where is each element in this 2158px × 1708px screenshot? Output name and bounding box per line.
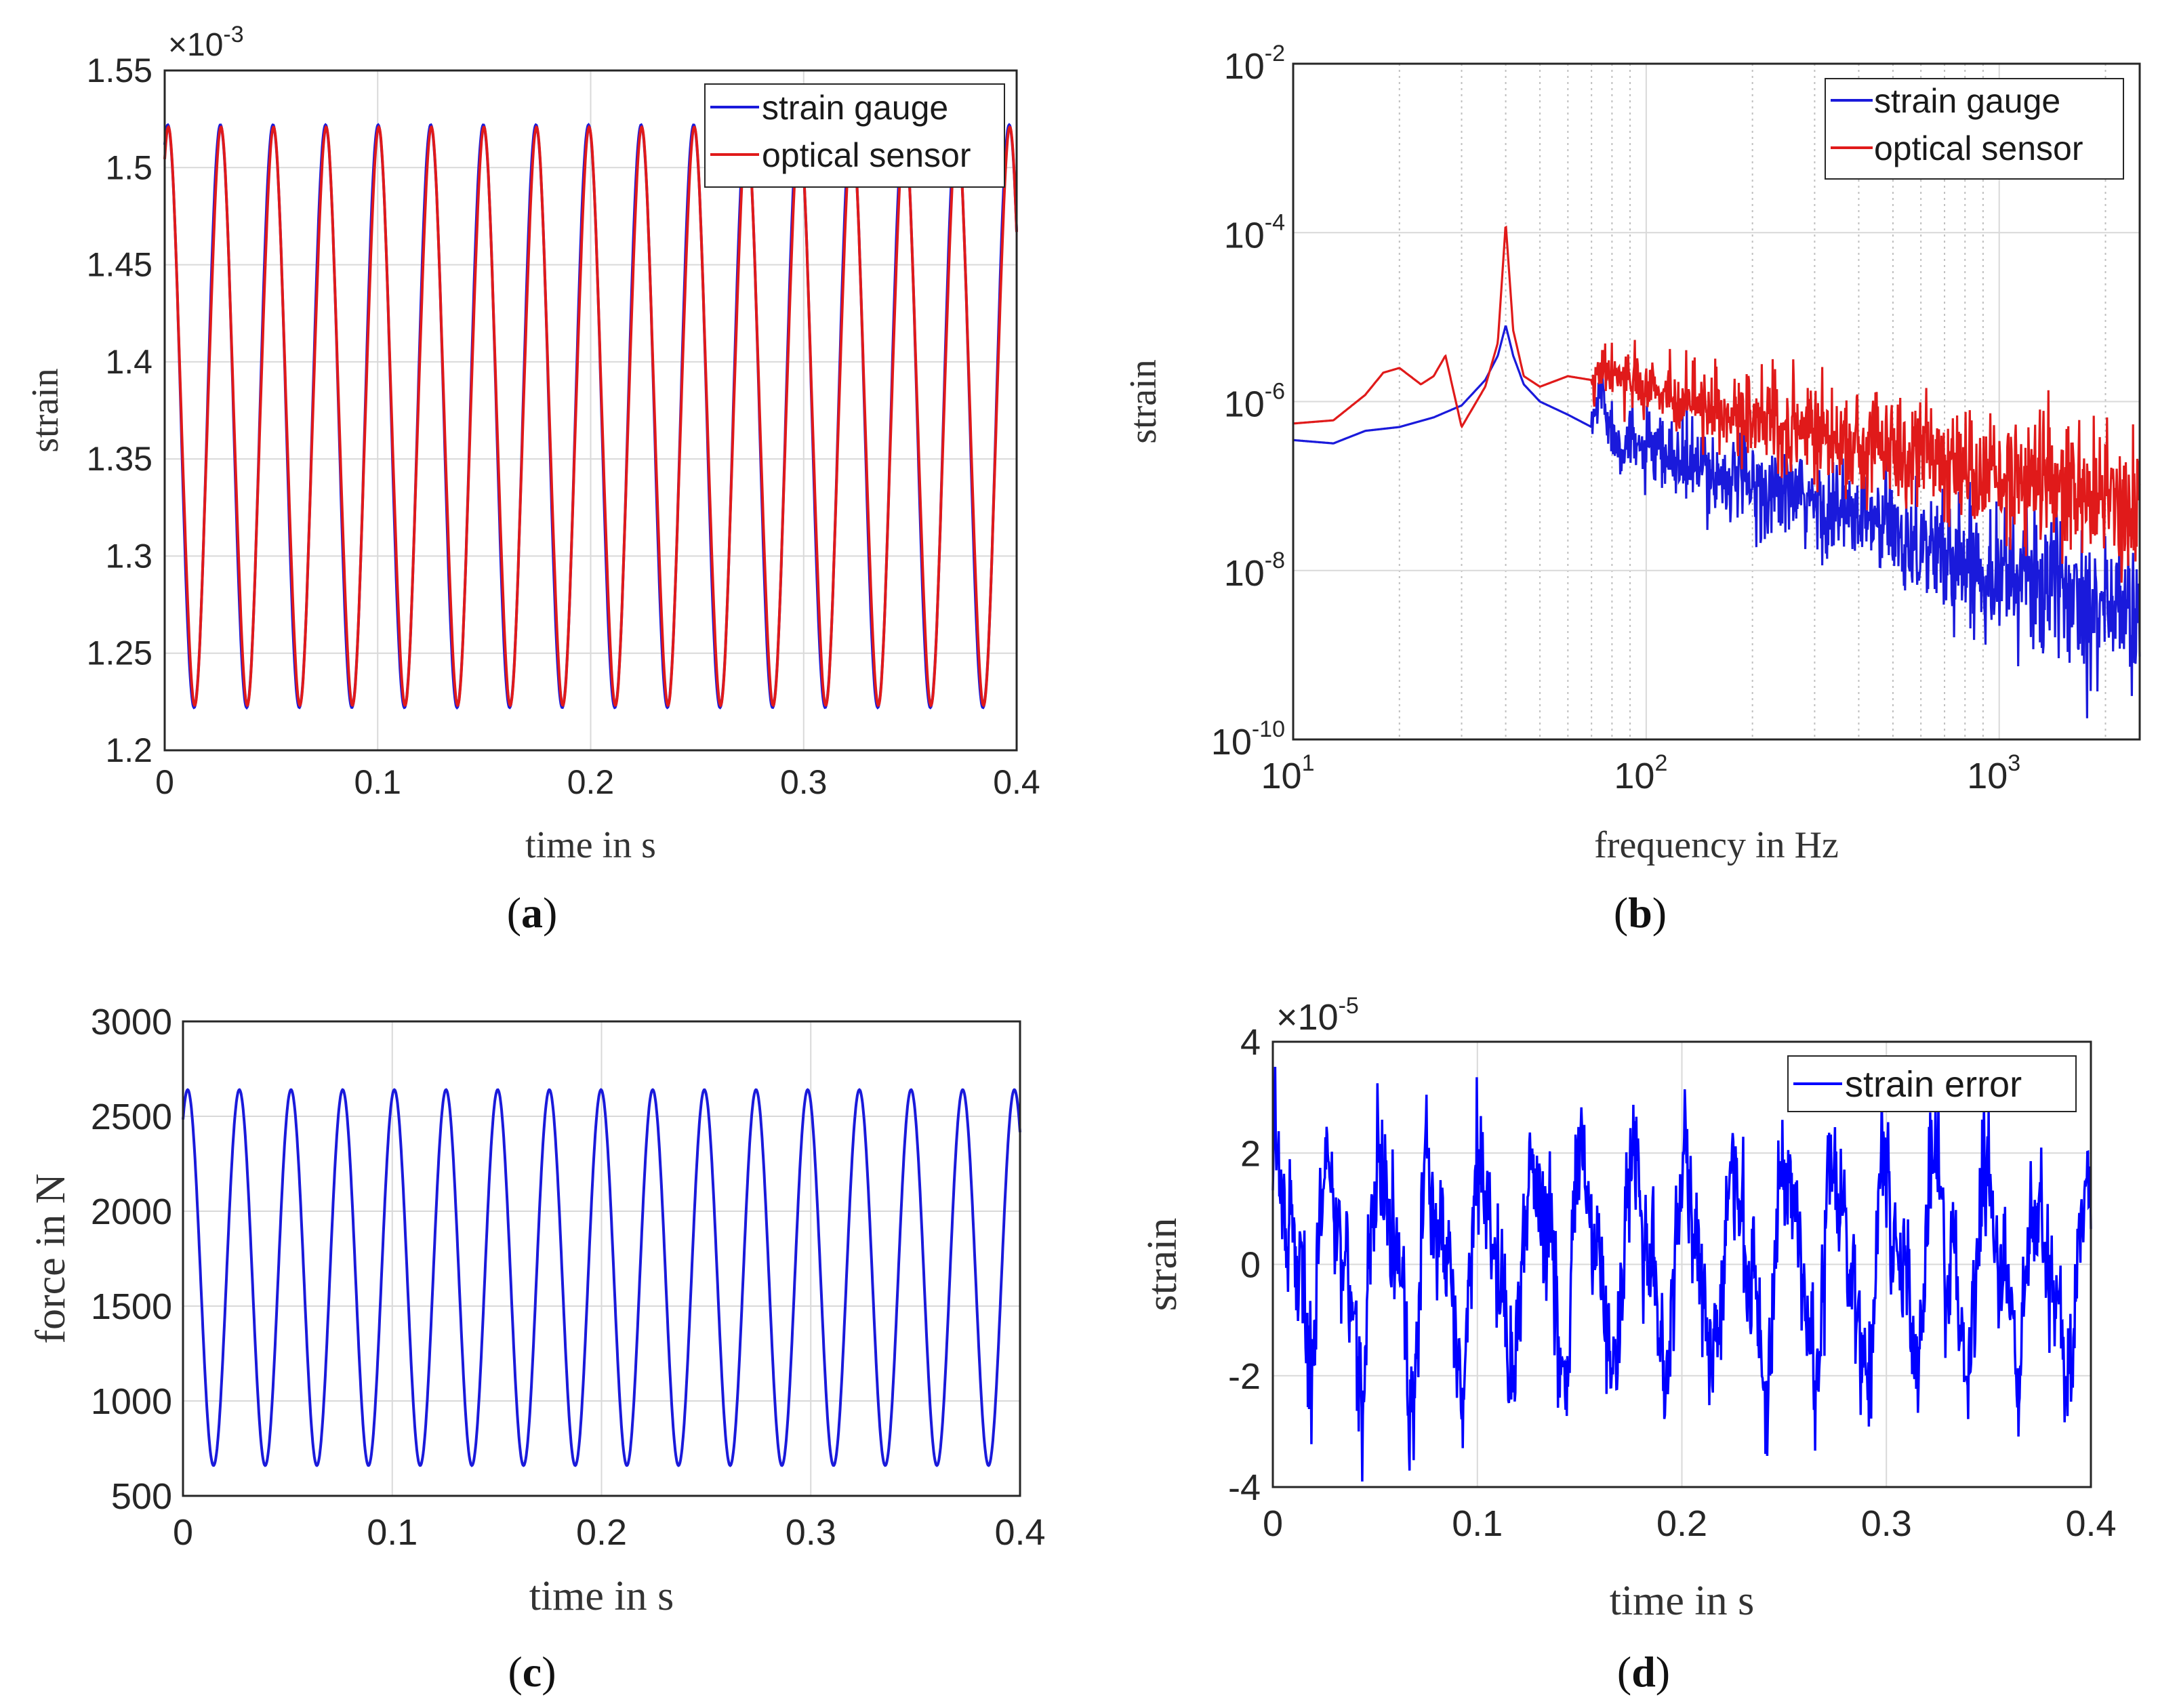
panel-b: frequency in Hz strain strain gauge optical…	[1122, 62, 2141, 866]
panel-c: 0 0.1 0.2 0.3 0.4 500 1000 1500 2000 2500 3000 time…	[28, 1002, 1046, 1619]
legend-label: strain error	[1845, 1064, 2022, 1105]
y-tick-label: 1500	[91, 1286, 172, 1327]
legend-label: strain gauge	[1874, 82, 2060, 120]
series-line-optical-sensor	[163, 124, 1018, 708]
x-tick-label: 0.1	[1452, 1503, 1503, 1544]
series-line-strain-gauge	[1292, 325, 2141, 718]
x-tick-label: 0.3	[780, 763, 828, 801]
y-tick-label: 1.4	[105, 343, 152, 381]
legend-label: strain gauge	[762, 89, 948, 127]
axes-box-b	[1292, 62, 2141, 741]
legend-box-a	[704, 83, 1005, 188]
x-tick-label: 102	[1614, 750, 1667, 796]
legend-box-b	[1825, 78, 2124, 180]
axes-box-c	[182, 1020, 1021, 1497]
x-tick-label: 0.4	[2065, 1503, 2116, 1544]
y-tick-label: 2000	[91, 1192, 172, 1232]
x-axis-label: frequency in Hz	[1594, 824, 1839, 866]
series-line-optical-sensor	[1292, 225, 2141, 583]
y-tick-label: -4	[1228, 1467, 1261, 1508]
panel-label-a: (a)	[506, 889, 558, 937]
y-tick-label: 10-8	[1224, 548, 1285, 594]
axes-box-d	[1271, 1040, 2092, 1488]
y-axis-label: strain	[24, 368, 66, 452]
y-axis-label: force in N	[28, 1173, 74, 1343]
panel-label-d: (d)	[1616, 1648, 1671, 1696]
y-tick-label: 500	[111, 1476, 172, 1517]
y-tick-label: 1.2	[105, 731, 152, 769]
legend-label: optical sensor	[762, 136, 971, 174]
x-tick-label: 0	[173, 1512, 193, 1553]
x-tick-label: 0.4	[994, 1512, 1045, 1553]
x-tick-label: 0.2	[576, 1512, 627, 1553]
x-tick-label: 0.2	[567, 763, 615, 801]
y-tick-label: 3000	[91, 1002, 172, 1042]
y-tick-label: 1.45	[87, 246, 152, 284]
x-tick-label: 0.3	[1861, 1503, 1912, 1544]
y-tick-label: 1000	[91, 1381, 172, 1422]
series-line-strain-error	[1271, 1066, 2092, 1482]
panel-label-c: (c)	[508, 1648, 556, 1696]
x-tick-label: 103	[1967, 750, 2020, 796]
panel-d: 0 0.1 0.2 0.3 0.4 -4 -2 0 2 4 ×10-5 time in s strain…	[1139, 993, 2117, 1624]
x-tick-label: 0.4	[993, 763, 1040, 801]
panel-label-b: (b)	[1613, 889, 1667, 937]
exponent-label-a: ×10-3	[168, 22, 244, 63]
panel-a: 0 0.1 0.2 0.3 0.4 1.2 1.25 1.3 1.35 1.4 1.45 1.5 1.5…	[24, 22, 1040, 866]
y-axis-label: strain	[1122, 359, 1164, 443]
series-line-force	[182, 1088, 1021, 1467]
y-tick-label: 4	[1240, 1022, 1261, 1063]
y-tick-label: 0	[1240, 1245, 1261, 1286]
x-axis-label: time in s	[1610, 1578, 1755, 1624]
y-tick-label: 10-10	[1211, 716, 1285, 762]
x-tick-label: 0.3	[786, 1512, 836, 1553]
x-axis-label: time in s	[525, 824, 656, 866]
y-axis-label: strain	[1139, 1218, 1185, 1312]
x-axis-label: time in s	[529, 1573, 674, 1619]
x-tick-label: 0	[1263, 1503, 1283, 1544]
y-tick-label: 1.25	[87, 634, 152, 672]
y-tick-label: 10-2	[1224, 41, 1285, 87]
y-tick-label: -2	[1228, 1356, 1261, 1397]
x-tick-label: 0	[155, 763, 174, 801]
y-tick-label: 1.3	[105, 537, 152, 575]
exponent-label-d: ×10-5	[1276, 993, 1359, 1038]
y-tick-label: 2500	[91, 1097, 172, 1137]
x-tick-label: 0.2	[1656, 1503, 1707, 1544]
x-tick-label: 0.1	[354, 763, 401, 801]
y-tick-label: 1.55	[87, 52, 152, 89]
y-tick-label: 10-4	[1224, 209, 1285, 256]
axes-box-a	[163, 69, 1018, 752]
y-tick-label: 2	[1240, 1133, 1261, 1174]
y-tick-label: 1.5	[105, 148, 152, 186]
y-tick-label: 10-6	[1224, 379, 1285, 425]
legend-label: optical sensor	[1874, 129, 2083, 167]
x-tick-label: 101	[1261, 750, 1315, 796]
x-tick-label: 0.1	[367, 1512, 418, 1553]
y-tick-label: 1.35	[87, 440, 152, 478]
